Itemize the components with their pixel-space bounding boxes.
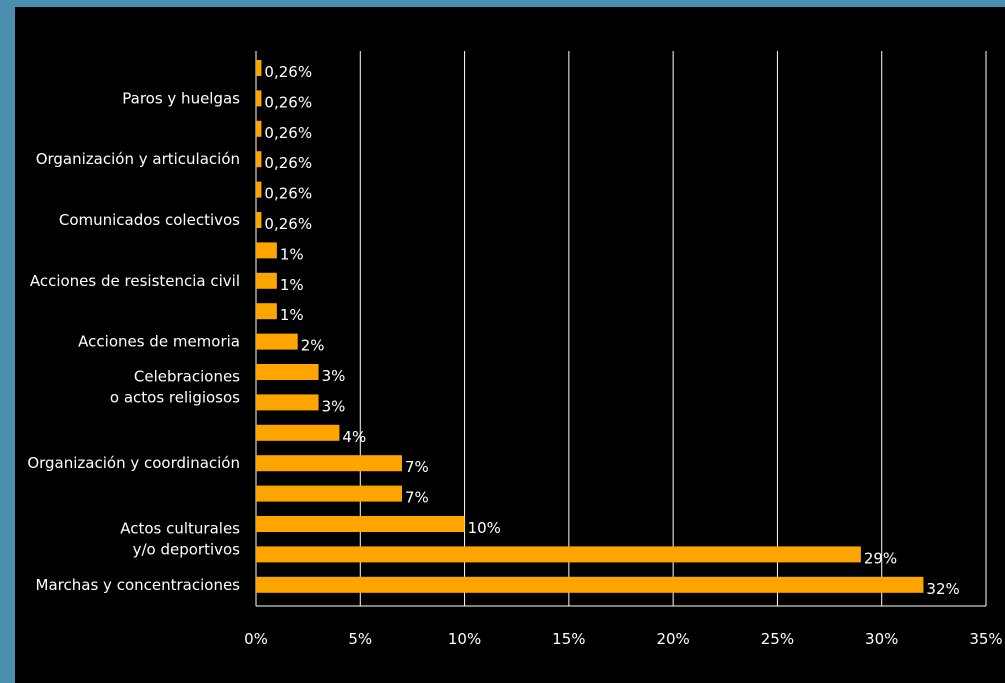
category-label: y/o deportivos xyxy=(133,541,241,559)
bar-value-label: 1% xyxy=(280,245,304,263)
category-label: Marchas y concentraciones xyxy=(36,576,241,594)
bar-value-label: 3% xyxy=(322,367,346,385)
x-tick-label: 35% xyxy=(969,630,1002,648)
category-label: Actos culturales xyxy=(120,520,240,538)
category-label: Organización y articulación xyxy=(36,150,240,168)
x-tick-labels: 0% 5% 10% 15% 20% 25% 30% 35% xyxy=(244,630,1003,648)
x-tick-label: 25% xyxy=(761,630,794,648)
x-tick-label: 5% xyxy=(348,630,372,648)
bar xyxy=(256,455,402,472)
category-label: Comunicados colectivos xyxy=(59,211,240,229)
bar xyxy=(256,576,924,593)
bars xyxy=(256,60,924,593)
bar xyxy=(256,242,277,259)
value-labels: 0,26% 0,26% 0,26% 0,26% 0,26% 0,26% 1% 1% 1% 2% 3%… xyxy=(264,63,959,598)
bar xyxy=(256,272,277,289)
category-labels: Paros y huelgas Organización y articulaci… xyxy=(27,89,240,593)
bar-value-label: 4% xyxy=(342,428,366,446)
bar xyxy=(256,485,402,502)
bar xyxy=(256,212,262,228)
bar xyxy=(256,120,262,137)
bar-value-label: 3% xyxy=(322,397,346,415)
bar-value-label: 0,26% xyxy=(264,185,312,203)
bar xyxy=(256,181,262,198)
bar-value-label: 7% xyxy=(405,489,429,507)
bar-value-label: 0,26% xyxy=(264,154,312,172)
bar-value-label: 0,26% xyxy=(264,93,312,111)
bar xyxy=(256,333,298,350)
bar xyxy=(256,90,262,107)
x-tick-label: 15% xyxy=(552,630,585,648)
bar-value-label: 7% xyxy=(405,458,429,476)
bar-value-label: 2% xyxy=(301,337,325,355)
bar-chart: 0,26% 0,26% 0,26% 0,26% 0,26% 0,26% 1% 1% 1% 2% 3%… xyxy=(27,51,1003,648)
category-label: Celebraciones xyxy=(134,368,240,386)
bar xyxy=(256,424,340,441)
category-label: Organización y coordinación xyxy=(27,454,240,472)
bar xyxy=(256,394,319,411)
bar xyxy=(256,364,319,380)
bar-value-label: 32% xyxy=(926,580,959,598)
bar-value-label: 1% xyxy=(280,276,304,294)
bar-value-label: 0,26% xyxy=(264,215,312,233)
bar xyxy=(256,516,465,532)
bar-value-label: 1% xyxy=(280,306,304,324)
x-tick-label: 0% xyxy=(244,630,268,648)
bar xyxy=(256,151,262,168)
x-tick-label: 30% xyxy=(865,630,898,648)
x-tick-label: 10% xyxy=(448,630,481,648)
category-label: Paros y huelgas xyxy=(122,89,240,107)
category-label: o actos religiosos xyxy=(110,389,240,407)
x-tick-label: 20% xyxy=(656,630,689,648)
bar xyxy=(256,303,277,320)
category-label: Acciones de resistencia civil xyxy=(30,272,240,290)
grid-lines xyxy=(255,51,987,607)
bar-value-label: 0,26% xyxy=(264,124,312,142)
bar-value-label: 10% xyxy=(468,519,501,537)
chart-frame: 0,26% 0,26% 0,26% 0,26% 0,26% 0,26% 1% 1% 1% 2% 3%… xyxy=(15,7,1005,683)
bar-value-label: 29% xyxy=(864,549,897,567)
bar-value-label: 0,26% xyxy=(264,63,312,81)
bar xyxy=(256,546,861,563)
category-label: Acciones de memoria xyxy=(78,333,240,351)
bar xyxy=(256,60,262,76)
